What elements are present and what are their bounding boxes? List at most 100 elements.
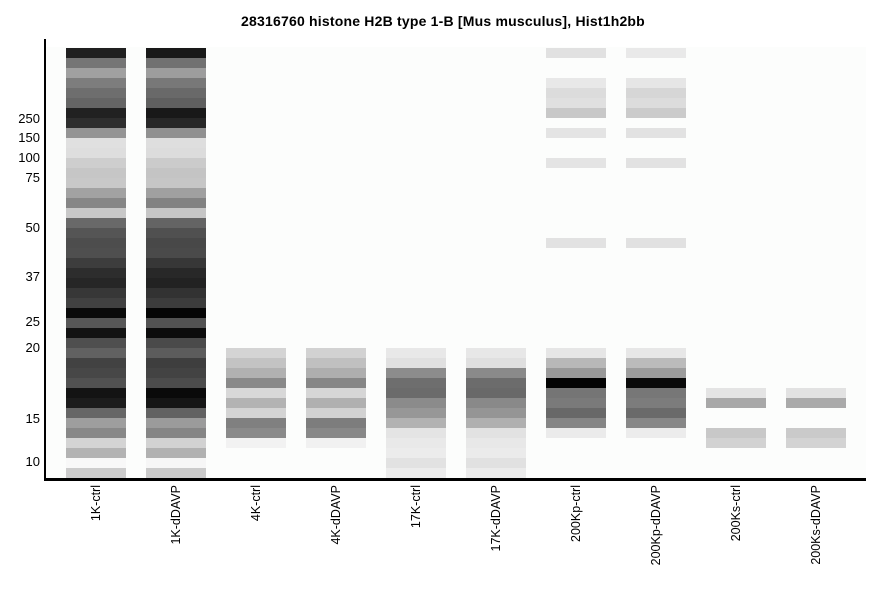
protein-band (66, 258, 126, 268)
protein-band (66, 78, 126, 88)
protein-band (66, 238, 126, 248)
protein-band (706, 428, 766, 438)
protein-band (386, 348, 446, 358)
protein-band (66, 198, 126, 208)
protein-band (146, 418, 206, 428)
protein-band (546, 398, 606, 408)
protein-band (386, 468, 446, 478)
protein-band (146, 438, 206, 448)
gel-lane-4k-ctrl (226, 47, 286, 478)
protein-band (386, 378, 446, 388)
protein-band (386, 448, 446, 458)
protein-band (626, 238, 686, 248)
gel-lane-200kp-ddavp (626, 47, 686, 478)
protein-band (66, 378, 126, 388)
protein-band (226, 348, 286, 358)
protein-band (306, 428, 366, 438)
y-axis-tick-label-37: 37 (25, 269, 40, 284)
protein-band (146, 328, 206, 338)
protein-band (626, 98, 686, 108)
protein-band (386, 438, 446, 448)
protein-band (66, 278, 126, 288)
protein-band (706, 438, 766, 448)
gel-lane-200kp-ctrl (546, 47, 606, 478)
protein-band (66, 448, 126, 458)
protein-band (66, 188, 126, 198)
protein-band (386, 408, 446, 418)
protein-band (706, 388, 766, 398)
y-axis-tick-label-10: 10 (25, 454, 40, 469)
protein-band (306, 418, 366, 428)
protein-band (146, 348, 206, 358)
protein-band (146, 388, 206, 398)
gel-lane-200ks-ctrl (706, 47, 766, 478)
protein-band (146, 208, 206, 218)
protein-band (146, 178, 206, 188)
protein-band (146, 68, 206, 78)
protein-band (66, 148, 126, 158)
y-axis-tick-label-100: 100 (18, 150, 40, 165)
protein-band (786, 398, 846, 408)
protein-band (466, 448, 526, 458)
protein-band (786, 388, 846, 398)
protein-band (66, 118, 126, 128)
protein-band (546, 348, 606, 358)
protein-band (66, 358, 126, 368)
protein-band (466, 398, 526, 408)
protein-band (626, 408, 686, 418)
protein-band (146, 48, 206, 58)
protein-band (66, 458, 126, 468)
protein-band (66, 228, 126, 238)
protein-band (146, 358, 206, 368)
protein-band (146, 338, 206, 348)
protein-band (66, 308, 126, 318)
protein-band (66, 368, 126, 378)
lane-label-4k-ctrl: 4K-ctrl (249, 485, 263, 522)
protein-band (146, 468, 206, 478)
gel-lane-4k-ddavp (306, 47, 366, 478)
protein-band (66, 438, 126, 448)
chart-title: 28316760 histone H2B type 1-B [Mus muscu… (241, 13, 645, 29)
protein-band (386, 458, 446, 468)
protein-band (146, 198, 206, 208)
protein-band (466, 358, 526, 368)
protein-band (546, 428, 606, 438)
protein-band (386, 398, 446, 408)
protein-band (546, 128, 606, 138)
protein-band (466, 428, 526, 438)
lane-label-17k-ddavp: 17K-dDAVP (489, 485, 503, 552)
protein-band (146, 58, 206, 68)
protein-band (706, 398, 766, 408)
protein-band (66, 128, 126, 138)
protein-band (546, 358, 606, 368)
protein-band (226, 428, 286, 438)
protein-band (226, 388, 286, 398)
protein-band (226, 438, 286, 448)
protein-band (66, 168, 126, 178)
protein-band (626, 428, 686, 438)
lane-label-200ks-ddavp: 200Ks-dDAVP (809, 485, 823, 565)
protein-band (66, 58, 126, 68)
protein-band (626, 128, 686, 138)
protein-band (546, 378, 606, 388)
protein-band (386, 358, 446, 368)
protein-band (146, 248, 206, 258)
lane-label-200ks-ctrl: 200Ks-ctrl (729, 485, 743, 542)
protein-band (66, 68, 126, 78)
gel-lane-1k-ddavp (146, 47, 206, 478)
y-axis-tick-label-250: 250 (18, 111, 40, 126)
protein-band (226, 398, 286, 408)
protein-band (546, 408, 606, 418)
y-axis-line (44, 39, 46, 481)
protein-band (386, 418, 446, 428)
protein-band (66, 208, 126, 218)
protein-band (66, 338, 126, 348)
protein-band (146, 238, 206, 248)
protein-band (146, 128, 206, 138)
protein-band (146, 108, 206, 118)
protein-band (66, 468, 126, 478)
protein-band (466, 458, 526, 468)
protein-band (466, 368, 526, 378)
protein-band (466, 348, 526, 358)
